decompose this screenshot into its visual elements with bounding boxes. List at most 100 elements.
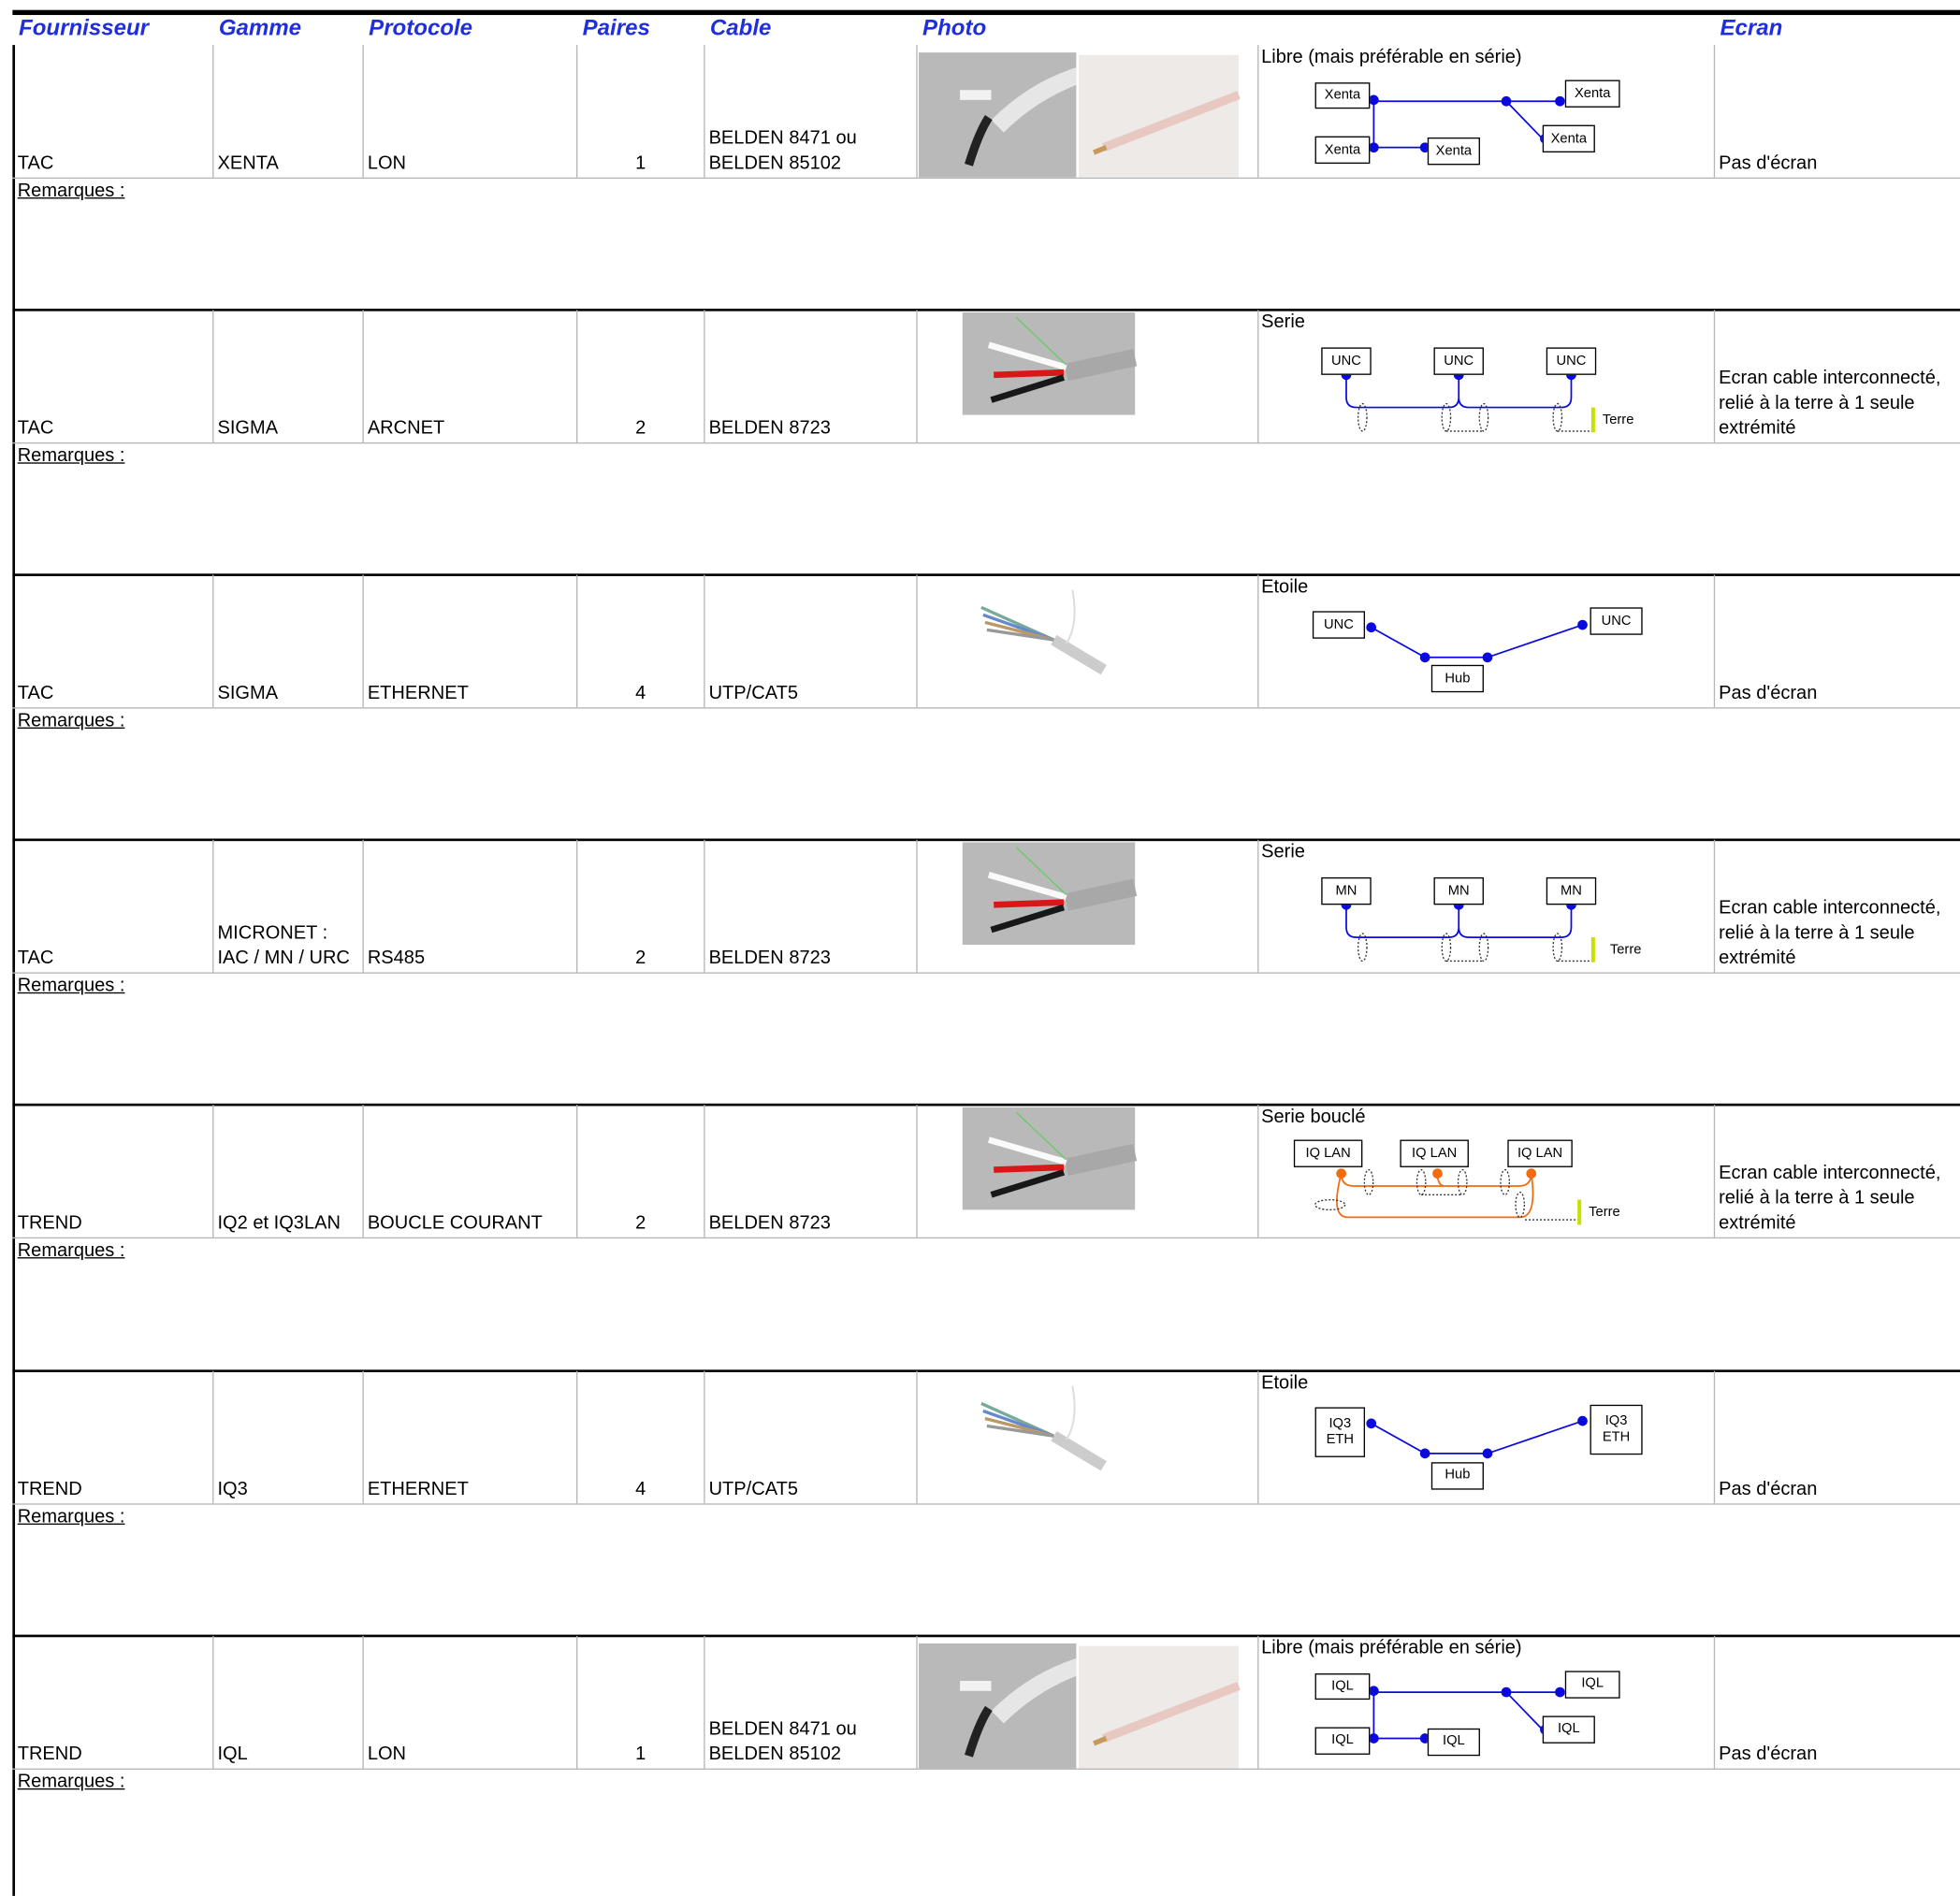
row-separator bbox=[12, 1634, 1960, 1637]
pairs-cell: 1 bbox=[635, 152, 646, 174]
cable-jacket bbox=[1102, 1681, 1241, 1743]
topology-title: Etoile bbox=[1261, 576, 1309, 598]
connector bbox=[1336, 1168, 1346, 1180]
connector bbox=[1369, 142, 1379, 153]
cable-cell: UTP/CAT5 bbox=[708, 682, 798, 704]
column-line bbox=[1257, 45, 1259, 178]
connector bbox=[1366, 622, 1377, 633]
topology-cell: Serie bouclé IQ LAN IQ LAN IQ LAN Terre bbox=[1257, 1106, 1714, 1238]
pairs-cell: 2 bbox=[635, 417, 646, 440]
cable-jacket bbox=[991, 67, 1077, 133]
topology-diagram bbox=[1341, 900, 1595, 963]
cable-photo bbox=[962, 842, 1138, 946]
ground-label: Terre bbox=[1609, 942, 1642, 958]
column-line bbox=[212, 574, 214, 708]
cable-cell: BELDEN 8471 ou BELDEN 85102 bbox=[708, 1717, 857, 1765]
cable-core bbox=[986, 1424, 1054, 1438]
cable-photo bbox=[980, 589, 1107, 675]
photo-cell bbox=[916, 1370, 1257, 1503]
supplier-cell: TREND bbox=[17, 1477, 82, 1499]
cable-line bbox=[1345, 374, 1573, 409]
pairs-cell: 1 bbox=[635, 1743, 646, 1765]
column-line bbox=[212, 840, 214, 973]
connector bbox=[1432, 1168, 1443, 1180]
cable-photo bbox=[962, 1107, 1138, 1210]
cable-jacket bbox=[1064, 1144, 1138, 1177]
cable-core bbox=[994, 899, 1065, 909]
column-line bbox=[1713, 1370, 1716, 1503]
network-node: Xenta bbox=[1542, 124, 1595, 153]
column-line bbox=[916, 1105, 918, 1238]
network-node: Xenta bbox=[1314, 136, 1371, 165]
column-line bbox=[1257, 310, 1259, 443]
cable-core bbox=[1065, 589, 1076, 644]
cable-line bbox=[1372, 99, 1561, 149]
photo-background bbox=[1079, 1645, 1240, 1769]
pairs-cell: 4 bbox=[635, 1477, 646, 1499]
column-line bbox=[1713, 45, 1716, 178]
cable-core bbox=[990, 905, 1066, 934]
column-header: Ecran bbox=[1720, 15, 1783, 40]
remarks-label: Remarques : bbox=[17, 1770, 125, 1792]
column-line bbox=[575, 1635, 578, 1769]
network-node: UNC bbox=[1590, 607, 1643, 635]
row-separator bbox=[12, 838, 1960, 842]
column-line bbox=[1713, 1635, 1716, 1769]
column-line bbox=[212, 1635, 214, 1769]
topology-cell: Libre (mais préférable en série) Xenta Xen… bbox=[1257, 45, 1714, 178]
network-node: MN bbox=[1321, 877, 1372, 905]
protocol-cell: BOUCLE COURANT bbox=[367, 1212, 543, 1235]
row-line bbox=[12, 972, 1960, 975]
column-line bbox=[362, 1370, 364, 1503]
network-node: Xenta bbox=[1564, 80, 1620, 108]
row-separator bbox=[12, 1368, 1960, 1372]
range-cell: XENTA bbox=[217, 152, 279, 174]
range-cell: SIGMA bbox=[217, 682, 279, 704]
cable-core bbox=[987, 1136, 1067, 1166]
cable-core bbox=[990, 374, 1066, 403]
row-line bbox=[12, 177, 1960, 180]
column-line bbox=[1257, 574, 1259, 708]
network-node: IQ LAN bbox=[1507, 1140, 1573, 1168]
topology-diagram bbox=[1366, 1415, 1588, 1458]
cable-photo bbox=[919, 1643, 1241, 1769]
network-node: Xenta bbox=[1427, 137, 1480, 166]
cable-jacket bbox=[1051, 635, 1107, 675]
network-node: IQ3 ETH bbox=[1590, 1404, 1643, 1455]
row-line bbox=[12, 1237, 1960, 1239]
remarks-label: Remarques : bbox=[17, 710, 125, 731]
cable-core bbox=[1015, 847, 1067, 896]
screen-cell: Pas d'écran bbox=[1719, 152, 1818, 174]
column-line bbox=[362, 840, 364, 973]
network-node: MN bbox=[1433, 877, 1484, 905]
ground-bar bbox=[1577, 1200, 1582, 1225]
supplier-cell: TREND bbox=[17, 1212, 82, 1235]
network-node: MN bbox=[1546, 877, 1597, 905]
topology-title: Serie bbox=[1261, 841, 1305, 863]
cable-photo bbox=[980, 1384, 1107, 1470]
network-node: IQL bbox=[1314, 1726, 1371, 1755]
remarks-label: Remarques : bbox=[17, 180, 125, 202]
column-line bbox=[916, 45, 918, 178]
column-line bbox=[212, 1105, 214, 1238]
shield bbox=[1500, 1169, 1511, 1196]
column-line bbox=[1713, 1105, 1716, 1238]
cable-line bbox=[1372, 1690, 1561, 1739]
screen-cell: Ecran cable interconnecté, relié à la te… bbox=[1719, 897, 1941, 969]
cable-line bbox=[1336, 1173, 1534, 1219]
cable-cell: BELDEN 8723 bbox=[708, 948, 831, 969]
topology-cell: Serie UNC UNC UNC Terre bbox=[1257, 310, 1714, 442]
shield bbox=[1357, 933, 1368, 962]
cable-core bbox=[965, 115, 993, 166]
network-node: IQ LAN bbox=[1400, 1140, 1469, 1168]
topology-title: Etoile bbox=[1261, 1371, 1309, 1394]
ground-bar bbox=[1590, 407, 1595, 433]
cable-jacket bbox=[1064, 349, 1138, 382]
shield bbox=[1457, 1169, 1468, 1196]
topology-cell: Libre (mais préférable en série) IQL IQL IQ… bbox=[1257, 1635, 1714, 1768]
shield bbox=[1357, 403, 1368, 432]
shield bbox=[1314, 1199, 1346, 1211]
remarks-label: Remarques : bbox=[17, 444, 125, 467]
connector bbox=[1419, 1447, 1430, 1458]
